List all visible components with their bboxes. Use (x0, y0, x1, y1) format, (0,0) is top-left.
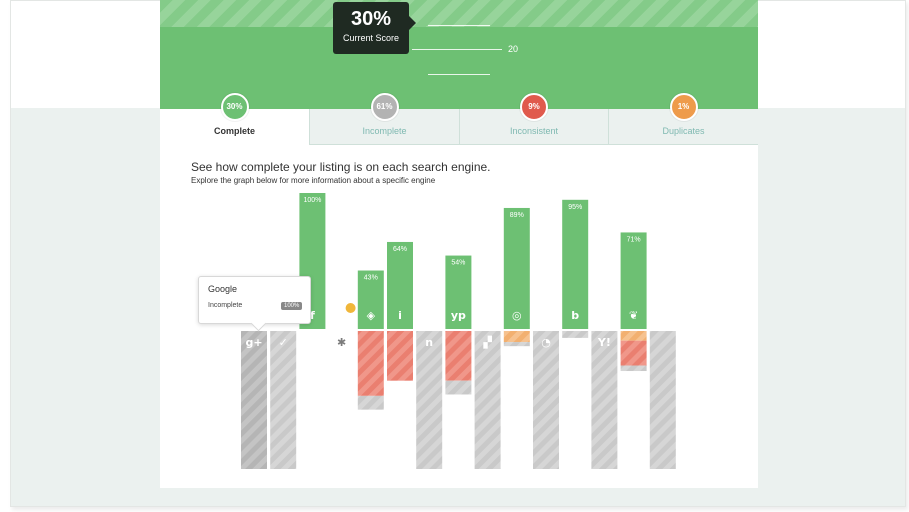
engine-bar-group[interactable]: ◔ (533, 331, 559, 469)
complete-bar (445, 255, 472, 329)
scale-line-bottom (428, 74, 490, 75)
incomplete-bar (591, 331, 618, 469)
tab-incomplete[interactable]: 61% Incomplete (310, 93, 460, 145)
yellowpages-icon: yp (451, 309, 466, 322)
complete-bar (387, 241, 413, 329)
local-icon: ◔ (541, 336, 551, 349)
incomplete-bar (241, 331, 267, 469)
notification-dot (345, 303, 356, 313)
yelp-icon: ✱ (337, 336, 346, 349)
incomplete-badge: 61% (370, 93, 399, 121)
engine-bar-group[interactable]: ✱ (337, 303, 356, 349)
foursquare-icon: ✓ (279, 336, 288, 349)
incomplete-bar (562, 331, 589, 338)
tooltip-status: Incomplete (208, 302, 243, 309)
engine-bar-group[interactable]: 43% ◈ (357, 270, 384, 410)
incomplete-bar (474, 331, 501, 469)
complete-value-label: 100% (303, 197, 321, 204)
facebook-icon: f (310, 309, 315, 322)
tab-complete-label: Complete (213, 126, 255, 136)
engine-bar-group[interactable] (649, 331, 676, 469)
incomplete-bar (649, 331, 676, 469)
chart-title: See how complete your listing is on each… (191, 160, 491, 174)
tab-complete[interactable]: 30% Complete (160, 93, 310, 145)
incomplete-bar (620, 365, 647, 372)
status-tabs: 30% Complete 61% Incomplete 9% Inconsist… (160, 93, 758, 145)
duplicates-badge: 1% (669, 93, 698, 121)
complete-value-label: 89% (510, 212, 524, 219)
complete-value-label: 64% (393, 246, 407, 253)
yahoo-icon: Y! (597, 336, 611, 349)
engine-bar-group[interactable]: 71% ❦ (620, 232, 647, 372)
engine-bar-group[interactable]: g+ (241, 331, 267, 469)
incomplete-bar (503, 342, 530, 347)
complete-bar (503, 207, 530, 329)
engine-bar-group[interactable]: 95% b (562, 199, 589, 338)
engine-tooltip: Google Incomplete 100% (198, 276, 311, 324)
engine-bar-group[interactable]: ▞ (474, 331, 501, 469)
duplicates-bar (620, 331, 647, 341)
score-scale-label: 20 (508, 44, 519, 54)
hotfrog-icon: ❦ (629, 309, 638, 322)
tab-incomplete-label: Incomplete (362, 126, 407, 136)
engine-bar-group[interactable]: ✓ (270, 331, 297, 469)
header-stripes (160, 0, 758, 27)
scale-line-middle (412, 49, 502, 50)
tooltip-value: 100% (281, 302, 303, 310)
inconsistent-badge: 9% (520, 93, 548, 121)
incomplete-bar (270, 331, 297, 469)
engine-bar-group[interactable]: n (416, 331, 443, 469)
incomplete-bar (533, 331, 559, 469)
current-score-label: Current Score (342, 33, 400, 43)
tooltip-engine-name: Google (208, 284, 238, 294)
incomplete-bar (357, 395, 384, 410)
complete-bar (357, 270, 384, 329)
engine-bar-group[interactable]: 54% yp (445, 255, 472, 395)
complete-value-label: 95% (568, 204, 582, 211)
current-score-card: 30% Current Score (333, 2, 416, 54)
tab-inconsistent[interactable]: 9% Inconsistent (460, 93, 609, 145)
superpages-icon: ◎ (512, 309, 522, 322)
inconsistent-bar (387, 331, 413, 381)
tab-inconsistent-label: Inconsistent (509, 126, 559, 136)
inconsistent-bar (357, 331, 384, 396)
bing-icon: b (571, 309, 579, 322)
citysearch-icon: i (398, 309, 402, 322)
complete-bar (562, 199, 589, 329)
tab-duplicates[interactable]: 1% Duplicates (609, 93, 758, 145)
incomplete-bar (445, 380, 472, 395)
incomplete-bar (416, 331, 443, 469)
complete-value-label: 43% (364, 275, 378, 282)
engine-bar-group[interactable]: 89% ◎ (503, 207, 530, 347)
complete-value-label: 54% (451, 260, 465, 267)
chart-subtitle: Explore the graph below for more informa… (191, 176, 436, 185)
tab-duplicates-label: Duplicates (662, 126, 705, 136)
inconsistent-bar (620, 340, 647, 366)
manta-icon: ▞ (482, 335, 492, 349)
complete-value-label: 71% (627, 236, 641, 243)
inconsistent-bar (445, 331, 472, 381)
current-score-value: 30% (350, 8, 392, 30)
score-header: 20 30% Current Score (160, 0, 758, 109)
mapquest-icon: ◈ (367, 309, 376, 322)
engine-bar-group[interactable]: 64% i (387, 241, 413, 381)
complete-badge: 30% (220, 93, 249, 121)
engine-bar-group[interactable]: Y! (591, 331, 618, 469)
complete-bar (620, 232, 647, 329)
duplicates-bar (503, 331, 530, 343)
scale-line-top (428, 25, 490, 26)
google-plus-icon: g+ (245, 336, 262, 349)
nearby-icon: n (425, 336, 433, 349)
